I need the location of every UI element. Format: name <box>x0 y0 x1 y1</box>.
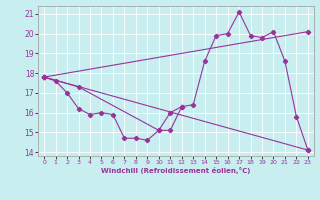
X-axis label: Windchill (Refroidissement éolien,°C): Windchill (Refroidissement éolien,°C) <box>101 167 251 174</box>
